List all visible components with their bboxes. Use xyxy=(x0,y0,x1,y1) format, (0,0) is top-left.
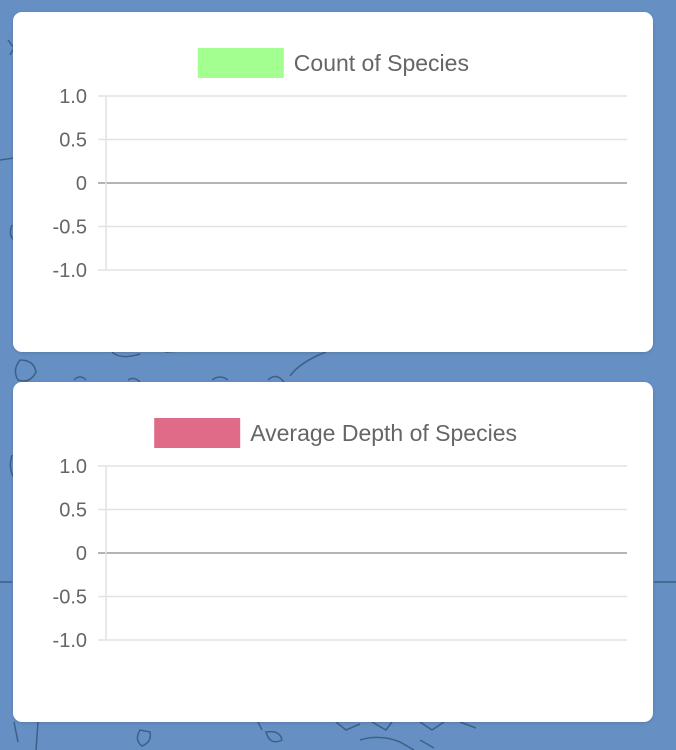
legend-label[interactable]: Count of Species xyxy=(294,50,469,76)
count-chart: Count of Species 1.0 0.5 0 -0.5 -1.0 xyxy=(53,48,627,282)
y-tick-label: 1.0 xyxy=(59,86,87,108)
y-tick-label: -0.5 xyxy=(53,587,87,609)
y-tick-label: -1.0 xyxy=(53,260,87,282)
y-tick-label: 0.5 xyxy=(59,500,87,522)
y-tick-label: -1.0 xyxy=(53,630,87,652)
depth-chart-card: Average Depth of Species 1.0 0.5 0 -0.5 -1.0 xyxy=(13,382,653,722)
y-tick-label: -0.5 xyxy=(53,217,87,239)
y-tick-label: 0.5 xyxy=(59,130,87,152)
y-tick-label: 1.0 xyxy=(59,456,87,478)
legend-swatch[interactable] xyxy=(154,418,241,448)
legend-label[interactable]: Average Depth of Species xyxy=(250,420,517,446)
depth-chart: Average Depth of Species 1.0 0.5 0 -0.5 -1.0 xyxy=(53,418,627,652)
y-tick-label: 0 xyxy=(76,173,87,195)
y-tick-label: 0 xyxy=(76,543,87,565)
legend-swatch[interactable] xyxy=(197,48,284,78)
count-chart-card: Count of Species 1.0 0.5 0 -0.5 -1.0 xyxy=(13,12,653,352)
